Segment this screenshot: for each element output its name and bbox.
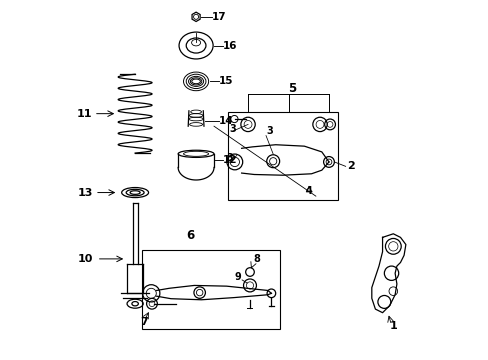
Text: 3: 3 (225, 153, 232, 163)
Text: 9: 9 (234, 272, 241, 282)
Text: 2: 2 (346, 161, 354, 171)
Text: 10: 10 (77, 254, 92, 264)
Text: 11: 11 (77, 109, 93, 119)
Text: 12: 12 (223, 155, 237, 165)
Bar (142, 250, 280, 329)
Text: 3: 3 (265, 126, 272, 136)
Text: 16: 16 (223, 41, 237, 50)
Text: 17: 17 (212, 12, 226, 22)
Bar (228, 112, 337, 200)
Text: 8: 8 (253, 254, 260, 264)
Text: 7: 7 (140, 316, 148, 327)
Text: 1: 1 (388, 321, 396, 331)
Text: 4: 4 (305, 186, 312, 196)
Text: 6: 6 (186, 229, 194, 242)
Text: 13: 13 (77, 188, 92, 198)
Text: 5: 5 (287, 82, 296, 95)
Text: 14: 14 (218, 116, 233, 126)
Text: 15: 15 (218, 76, 233, 86)
Text: 3: 3 (229, 125, 236, 134)
